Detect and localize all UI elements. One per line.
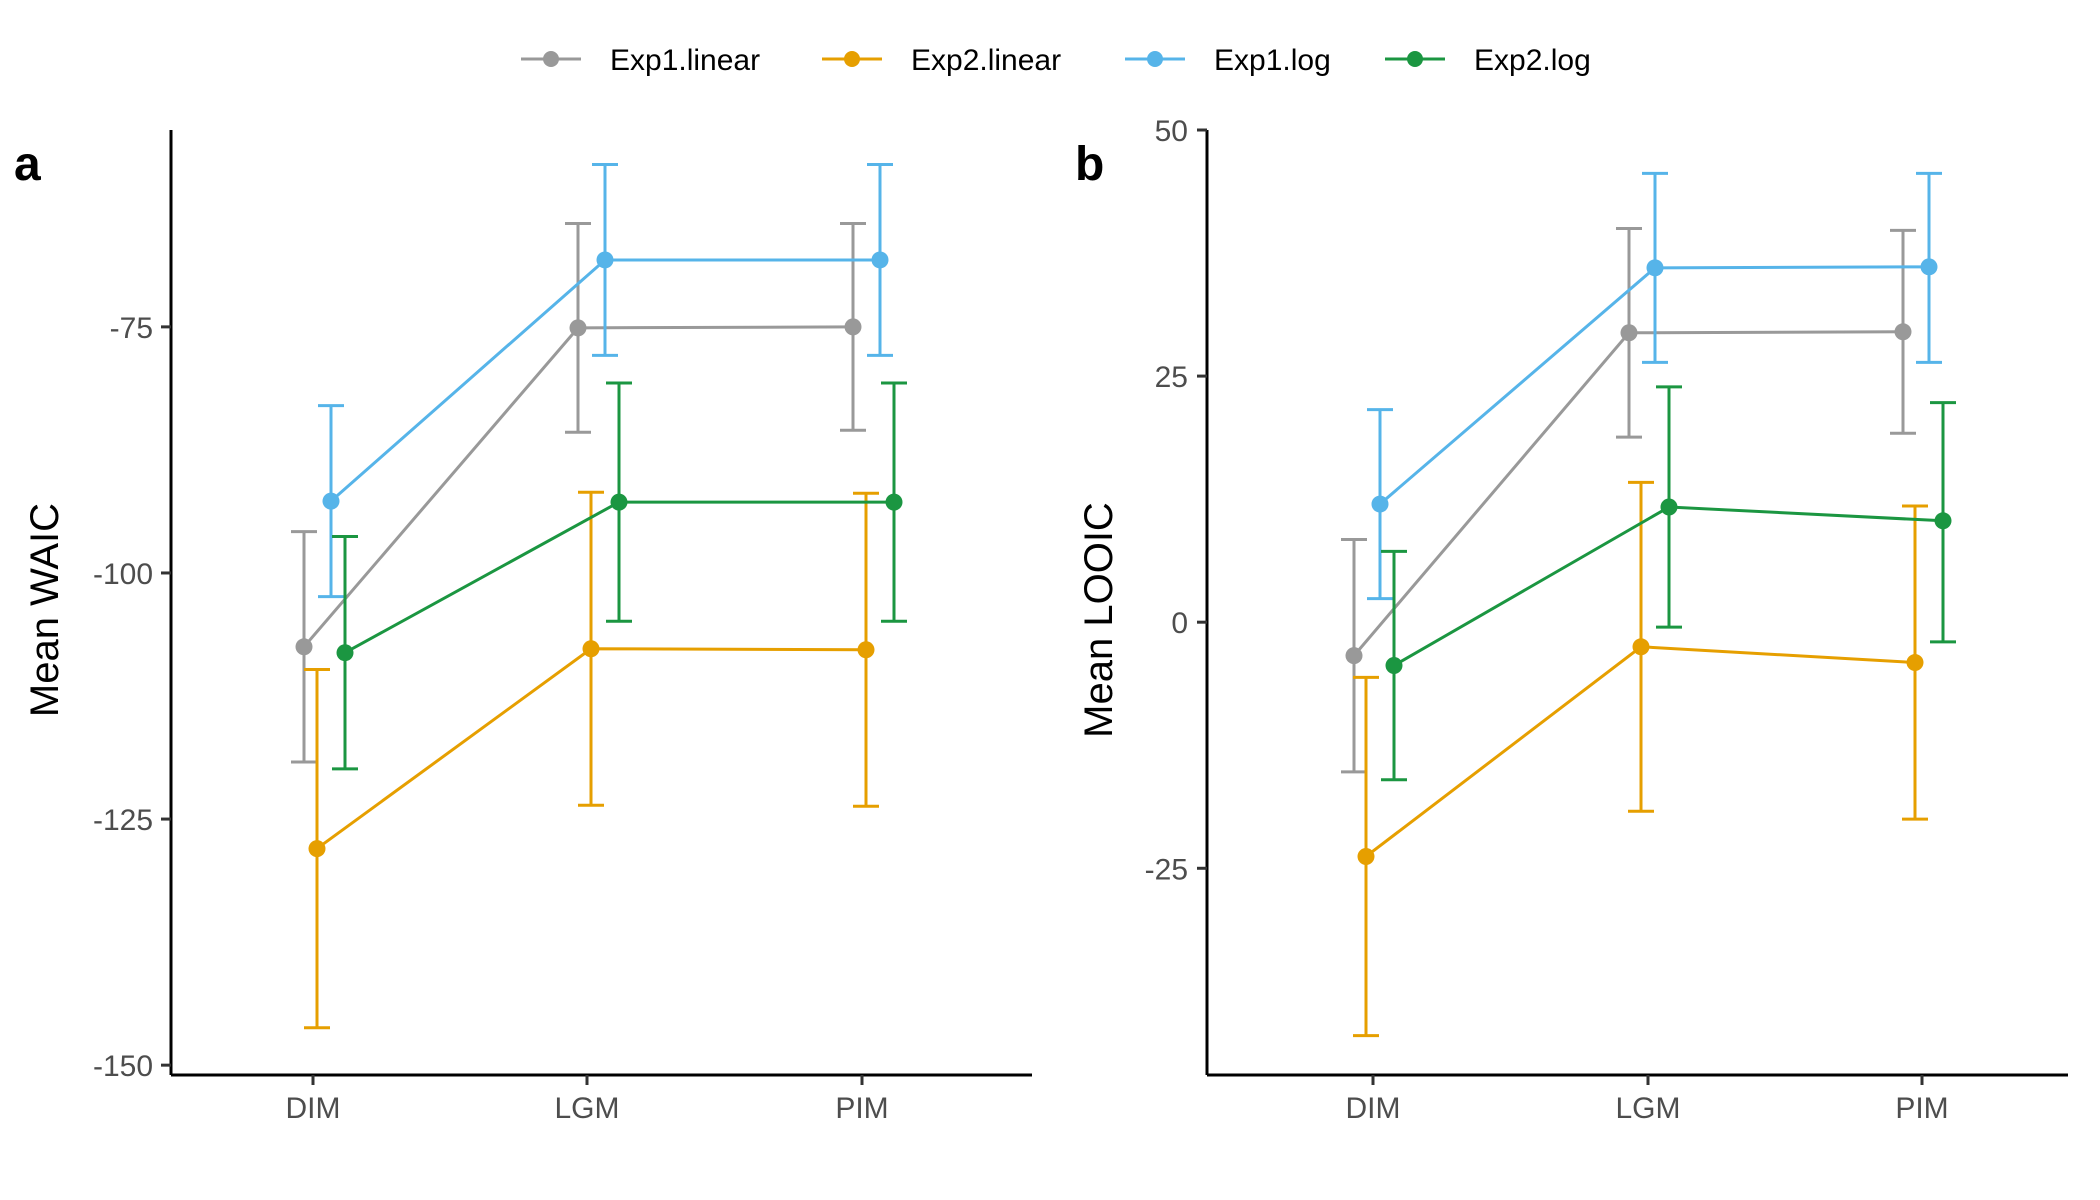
y-tick-label: -150 — [93, 1050, 153, 1083]
legend-item-exp2-log: Exp2.log — [1385, 44, 1591, 77]
data-point — [295, 638, 313, 656]
data-point — [1934, 512, 1952, 530]
data-point — [857, 641, 875, 659]
data-point — [1894, 323, 1912, 341]
series-exp1-linear — [291, 222, 866, 764]
data-point — [322, 492, 340, 510]
x-tick-label: LGM — [554, 1092, 619, 1125]
panel-a: a Mean WAIC -150 -125 -100 -75 DIM LGM PIM — [14, 130, 1032, 1125]
data-point — [1660, 498, 1678, 516]
legend: Exp1.linear Exp2.linear Exp1.log Exp2.log — [521, 44, 1591, 77]
legend-key-dot — [844, 51, 860, 67]
y-tick-label: -25 — [1145, 853, 1188, 886]
data-point — [569, 319, 587, 337]
data-point — [596, 251, 614, 269]
series-exp2-log — [332, 381, 907, 771]
data-point — [1620, 324, 1638, 342]
x-tick-label: DIM — [1346, 1092, 1401, 1125]
data-point — [871, 251, 889, 269]
legend-item-exp1-log: Exp1.log — [1125, 44, 1331, 77]
data-point — [1345, 647, 1363, 665]
axes: -150 -125 -100 -75 DIM LGM PIM — [93, 130, 1032, 1125]
data-point — [582, 640, 600, 658]
y-tick-label: -75 — [110, 312, 153, 345]
data-point — [336, 644, 354, 662]
data-point — [1632, 638, 1650, 656]
legend-key-dot — [1147, 51, 1163, 67]
series-exp2-log — [1381, 385, 1956, 782]
data-point — [1906, 654, 1924, 672]
axes: -25 0 25 50 DIM LGM PIM — [1145, 115, 2068, 1125]
y-axis-title: Mean LOOIC — [1077, 502, 1121, 738]
data-point — [1357, 847, 1375, 865]
x-tick-label: PIM — [1895, 1092, 1948, 1125]
series-exp1-log — [318, 162, 893, 599]
panel-tag: a — [14, 138, 41, 191]
data-point — [308, 840, 326, 858]
y-tick-label: -125 — [93, 804, 153, 837]
series-exp2-linear — [1353, 480, 1928, 1038]
series-exp1-log — [1367, 171, 1942, 601]
panel-b: b Mean LOOIC -25 0 25 50 DIM LGM PIM — [1075, 115, 2068, 1125]
data-point — [1371, 495, 1389, 513]
y-tick-label: -100 — [93, 558, 153, 591]
legend-item-exp2-linear: Exp2.linear — [822, 44, 1061, 77]
y-tick-label: 0 — [1171, 607, 1188, 640]
y-tick-label: 25 — [1155, 361, 1188, 394]
x-tick-label: PIM — [835, 1092, 888, 1125]
legend-item-exp1-linear: Exp1.linear — [521, 44, 760, 77]
data-point — [1646, 259, 1664, 277]
data-point — [844, 318, 862, 336]
series-exp1-linear — [1341, 226, 1916, 774]
data-point — [610, 493, 628, 511]
series-exp2-linear — [304, 490, 879, 1030]
x-tick-label: DIM — [286, 1092, 341, 1125]
legend-label: Exp1.log — [1214, 44, 1331, 77]
legend-key-dot — [543, 51, 559, 67]
legend-label: Exp1.linear — [610, 44, 760, 77]
legend-key-dot — [1407, 51, 1423, 67]
data-point — [885, 493, 903, 511]
x-tick-label: LGM — [1615, 1092, 1680, 1125]
y-axis-title: Mean WAIC — [23, 503, 67, 717]
legend-label: Exp2.linear — [911, 44, 1061, 77]
legend-label: Exp2.log — [1474, 44, 1591, 77]
panel-tag: b — [1075, 138, 1104, 191]
data-point — [1920, 258, 1938, 276]
data-point — [1385, 657, 1403, 674]
y-tick-label: 50 — [1155, 115, 1188, 148]
